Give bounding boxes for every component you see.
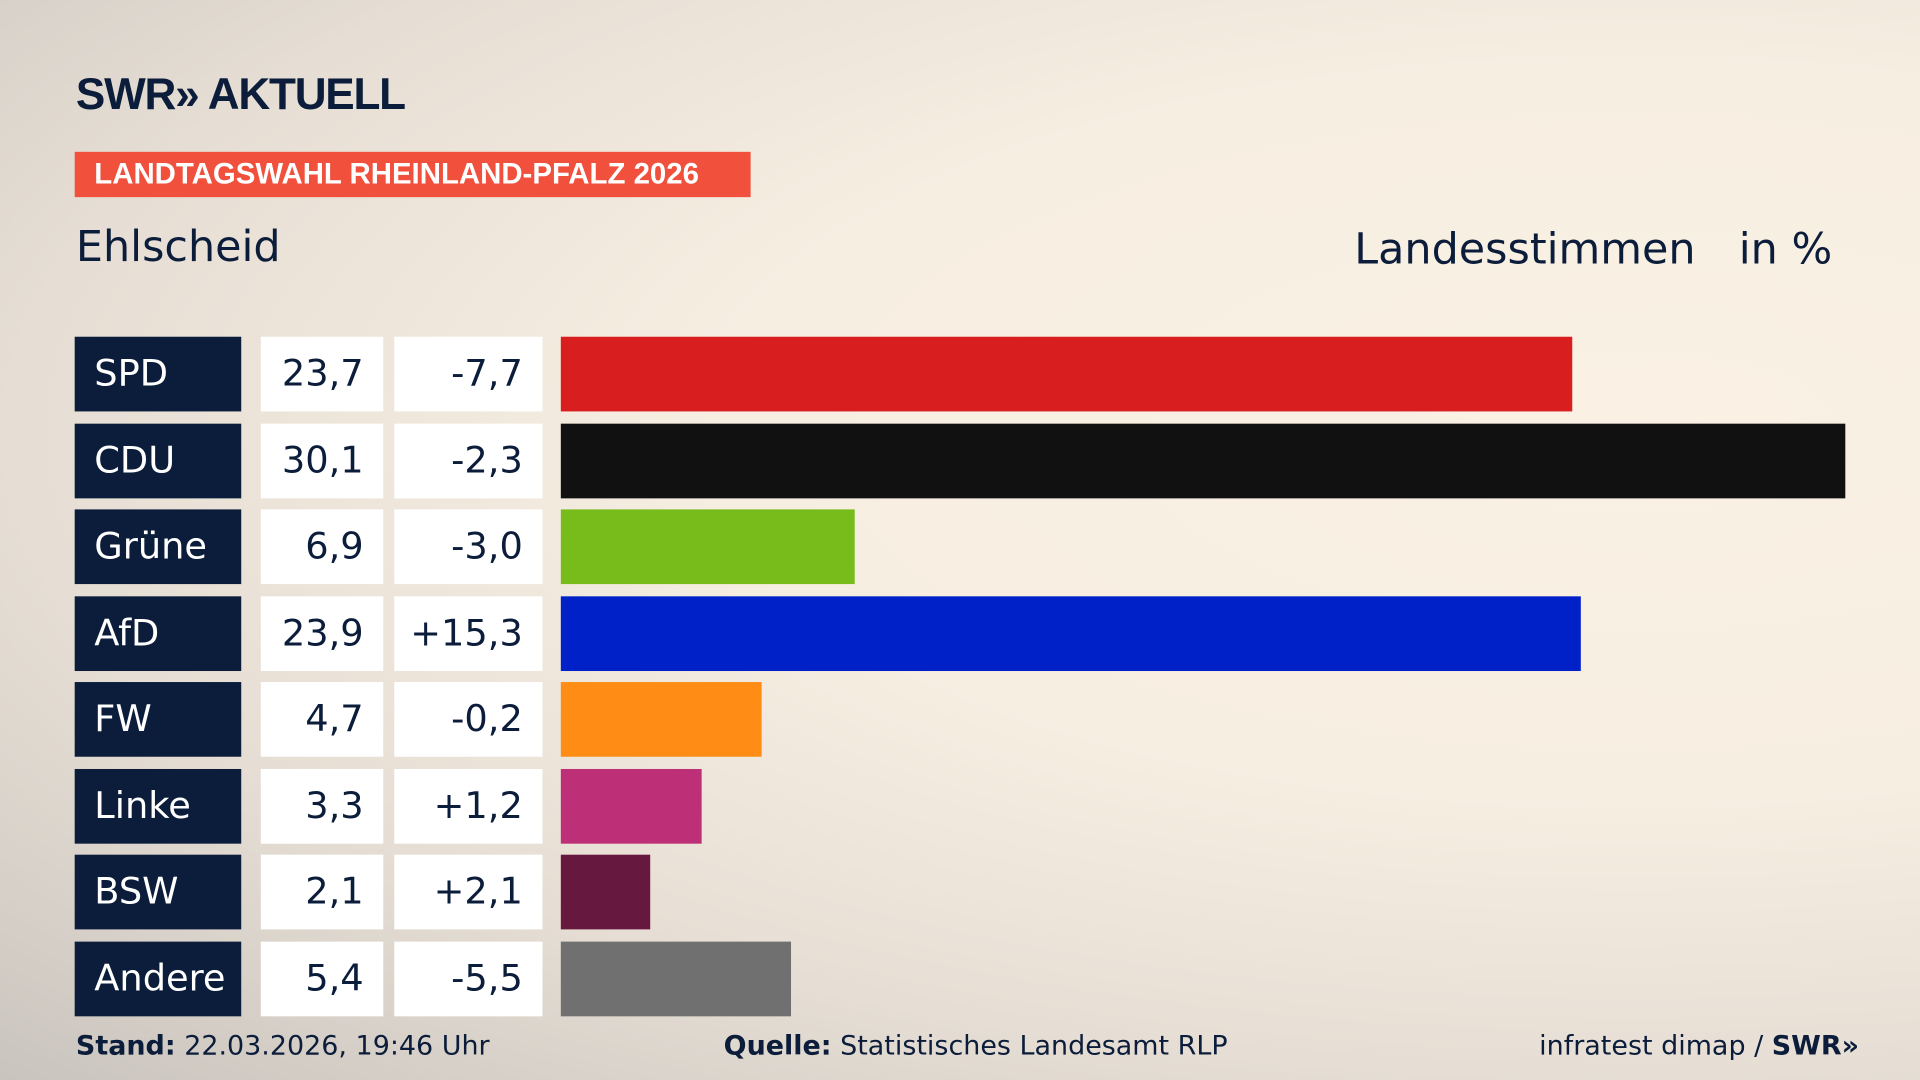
credit: infratest dimap / SWR» (1539, 1031, 1859, 1062)
change-label: -7,7 (394, 336, 543, 412)
party-label: Linke (74, 768, 242, 844)
credit-text: infratest dimap / (1539, 1031, 1772, 1062)
bar-grüne (560, 509, 856, 585)
bar-afd (560, 595, 1581, 671)
value-label: 30,1 (260, 423, 384, 498)
party-label: AfD (74, 595, 242, 671)
source-label: Quelle: (723, 1031, 832, 1062)
bar-spd (560, 336, 1573, 412)
swr-aktuell-logo: SWR» AKTUELL (75, 68, 406, 119)
bar-linke (560, 768, 702, 844)
change-label: +15,3 (394, 595, 543, 671)
party-label: Andere (74, 941, 242, 1016)
change-label: -0,2 (394, 682, 543, 757)
party-label: CDU (74, 423, 242, 498)
party-label: BSW (74, 854, 242, 930)
source-value: Statistisches Landesamt RLP (840, 1031, 1228, 1062)
timestamp: Stand: 22.03.2026, 19:46 Uhr (76, 1031, 490, 1062)
value-label: 23,7 (260, 336, 384, 412)
election-badge: LANDTAGSWAHL RHEINLAND-PFALZ 2026 (74, 151, 751, 198)
change-label: -2,3 (394, 423, 543, 498)
bar-fw (560, 682, 762, 757)
party-label: FW (74, 682, 242, 757)
unit-label: in % (1738, 225, 1833, 275)
stand-value: 22.03.2026, 19:46 Uhr (184, 1031, 490, 1062)
bar-cdu (560, 423, 1846, 498)
change-label: +1,2 (394, 768, 543, 844)
value-label: 23,9 (260, 595, 384, 671)
value-label: 3,3 (260, 768, 384, 844)
bar-bsw (560, 854, 651, 930)
place-title: Ehlscheid (75, 222, 281, 272)
change-label: +2,1 (394, 854, 543, 930)
change-label: -5,5 (394, 941, 543, 1016)
swr-logo: SWR» (1771, 1031, 1860, 1062)
party-label: Grüne (74, 509, 242, 585)
value-label: 6,9 (260, 509, 384, 585)
bar-andere (560, 941, 792, 1016)
value-label: 4,7 (260, 682, 384, 757)
source: Quelle: Statistisches Landesamt RLP (724, 1031, 1228, 1062)
stand-label: Stand: (75, 1031, 176, 1062)
value-label: 2,1 (260, 854, 384, 930)
party-label: SPD (74, 336, 242, 412)
metric-label: Landesstimmen (1354, 225, 1696, 275)
change-label: -3,0 (394, 509, 543, 585)
value-label: 5,4 (260, 941, 384, 1016)
